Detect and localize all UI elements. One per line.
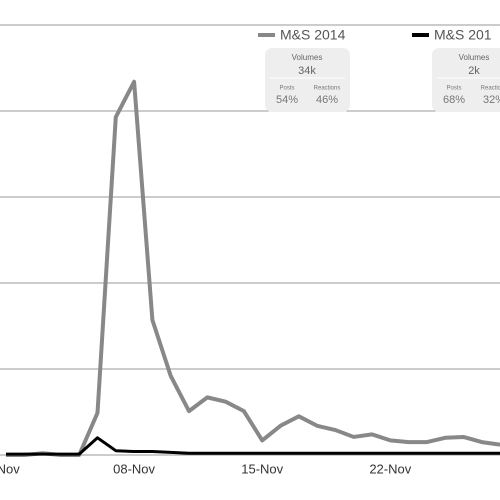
- summary-card: [432, 48, 500, 112]
- posts-value: 54%: [276, 94, 298, 106]
- reactions-value: 46%: [316, 94, 338, 106]
- posts-label: Posts: [446, 86, 461, 92]
- card-title: Volumes: [459, 53, 490, 62]
- posts-label: Posts: [279, 86, 294, 92]
- x-tick-label: -Nov: [0, 461, 20, 476]
- card-title: Volumes: [292, 53, 323, 62]
- line-series: [6, 436, 500, 456]
- reactions-label: Reactions: [481, 86, 500, 92]
- legend-label: M&S 2014: [280, 27, 346, 43]
- posts-value: 68%: [443, 94, 465, 106]
- summary-card: [265, 48, 350, 112]
- card-total: 2k: [468, 65, 480, 77]
- x-tick-label: 08-Nov: [113, 461, 155, 476]
- reactions-label: Reactions: [314, 86, 341, 92]
- line-series: [6, 79, 500, 457]
- legend-label: M&S 201: [434, 27, 492, 43]
- x-tick-label: 15-Nov: [241, 461, 283, 476]
- reactions-value: 32%: [483, 94, 500, 106]
- x-tick-label: 22-Nov: [369, 461, 411, 476]
- card-total: 34k: [298, 65, 316, 77]
